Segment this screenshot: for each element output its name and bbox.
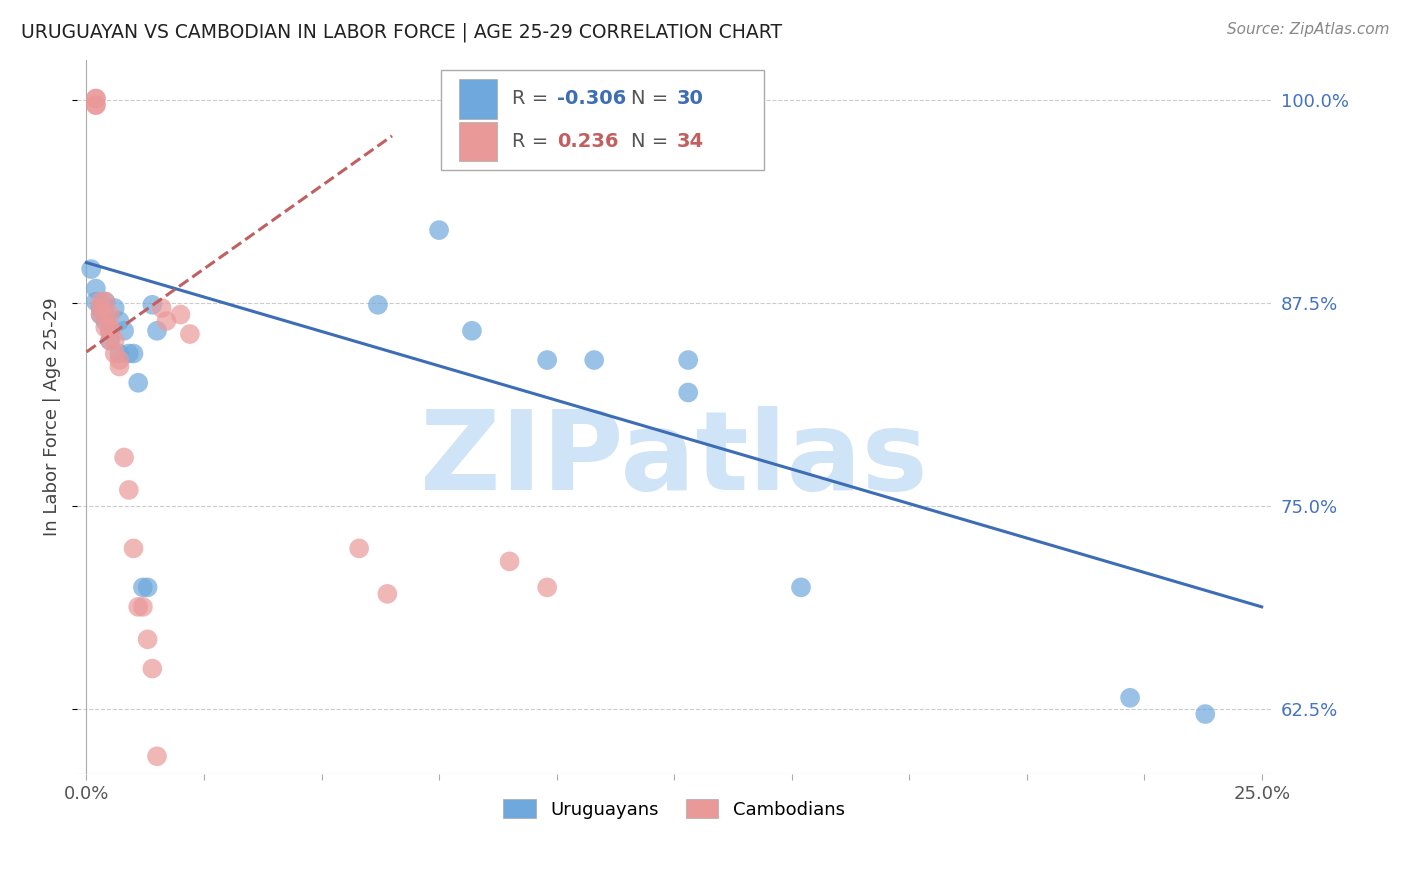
- Bar: [460, 79, 498, 119]
- Point: [676, 353, 699, 368]
- Point: [84, 92, 107, 106]
- Point: [118, 346, 141, 360]
- Text: Source: ZipAtlas.com: Source: ZipAtlas.com: [1226, 22, 1389, 37]
- Point: [141, 662, 163, 676]
- Point: [94, 294, 117, 309]
- Point: [179, 326, 201, 341]
- Point: [94, 314, 117, 328]
- Point: [98, 320, 121, 334]
- Text: R =: R =: [512, 132, 554, 152]
- Point: [108, 353, 131, 368]
- Text: -0.306: -0.306: [557, 89, 626, 109]
- Point: [132, 580, 155, 594]
- Text: 0.236: 0.236: [557, 132, 619, 152]
- Point: [98, 308, 121, 322]
- Text: N =: N =: [631, 132, 675, 152]
- Point: [112, 324, 135, 338]
- Point: [108, 359, 131, 374]
- Point: [98, 334, 121, 348]
- Text: 34: 34: [676, 132, 703, 152]
- Point: [536, 353, 558, 368]
- Point: [1119, 690, 1142, 705]
- Point: [118, 483, 141, 497]
- Point: [367, 298, 389, 312]
- Point: [347, 541, 370, 556]
- Point: [90, 294, 112, 309]
- Point: [375, 587, 398, 601]
- Point: [98, 324, 121, 338]
- Point: [112, 450, 135, 465]
- Point: [150, 301, 173, 315]
- Point: [104, 334, 127, 348]
- Point: [90, 301, 112, 315]
- Point: [94, 320, 117, 334]
- Point: [94, 294, 117, 309]
- FancyBboxPatch shape: [441, 70, 763, 170]
- Point: [127, 376, 149, 390]
- Point: [80, 262, 103, 277]
- Point: [98, 334, 121, 348]
- Point: [84, 98, 107, 112]
- Point: [146, 749, 169, 764]
- Point: [84, 92, 107, 106]
- Point: [122, 346, 145, 360]
- Point: [498, 554, 520, 568]
- Point: [676, 385, 699, 400]
- Point: [98, 324, 121, 338]
- Point: [136, 632, 159, 647]
- Y-axis label: In Labor Force | Age 25-29: In Labor Force | Age 25-29: [44, 298, 60, 536]
- Bar: [460, 122, 498, 161]
- Point: [127, 599, 149, 614]
- Point: [790, 580, 813, 594]
- Point: [146, 324, 169, 338]
- Point: [583, 353, 606, 368]
- Point: [108, 314, 131, 328]
- Text: 30: 30: [676, 89, 703, 109]
- Point: [94, 308, 117, 322]
- Point: [90, 301, 112, 315]
- Legend: Uruguayans, Cambodians: Uruguayans, Cambodians: [496, 792, 852, 826]
- Point: [132, 599, 155, 614]
- Point: [90, 308, 112, 322]
- Point: [90, 308, 112, 322]
- Point: [536, 580, 558, 594]
- Point: [104, 346, 127, 360]
- Text: N =: N =: [631, 89, 675, 109]
- Text: ZIPatlas: ZIPatlas: [420, 406, 928, 513]
- Point: [108, 346, 131, 360]
- Point: [1194, 706, 1216, 721]
- Text: URUGUAYAN VS CAMBODIAN IN LABOR FORCE | AGE 25-29 CORRELATION CHART: URUGUAYAN VS CAMBODIAN IN LABOR FORCE | …: [21, 22, 782, 42]
- Point: [84, 98, 107, 112]
- Point: [141, 298, 163, 312]
- Point: [136, 580, 159, 594]
- Point: [122, 541, 145, 556]
- Text: R =: R =: [512, 89, 554, 109]
- Point: [84, 294, 107, 309]
- Point: [169, 308, 191, 322]
- Point: [155, 314, 177, 328]
- Point: [427, 223, 450, 237]
- Point: [104, 301, 127, 315]
- Point: [461, 324, 484, 338]
- Point: [84, 282, 107, 296]
